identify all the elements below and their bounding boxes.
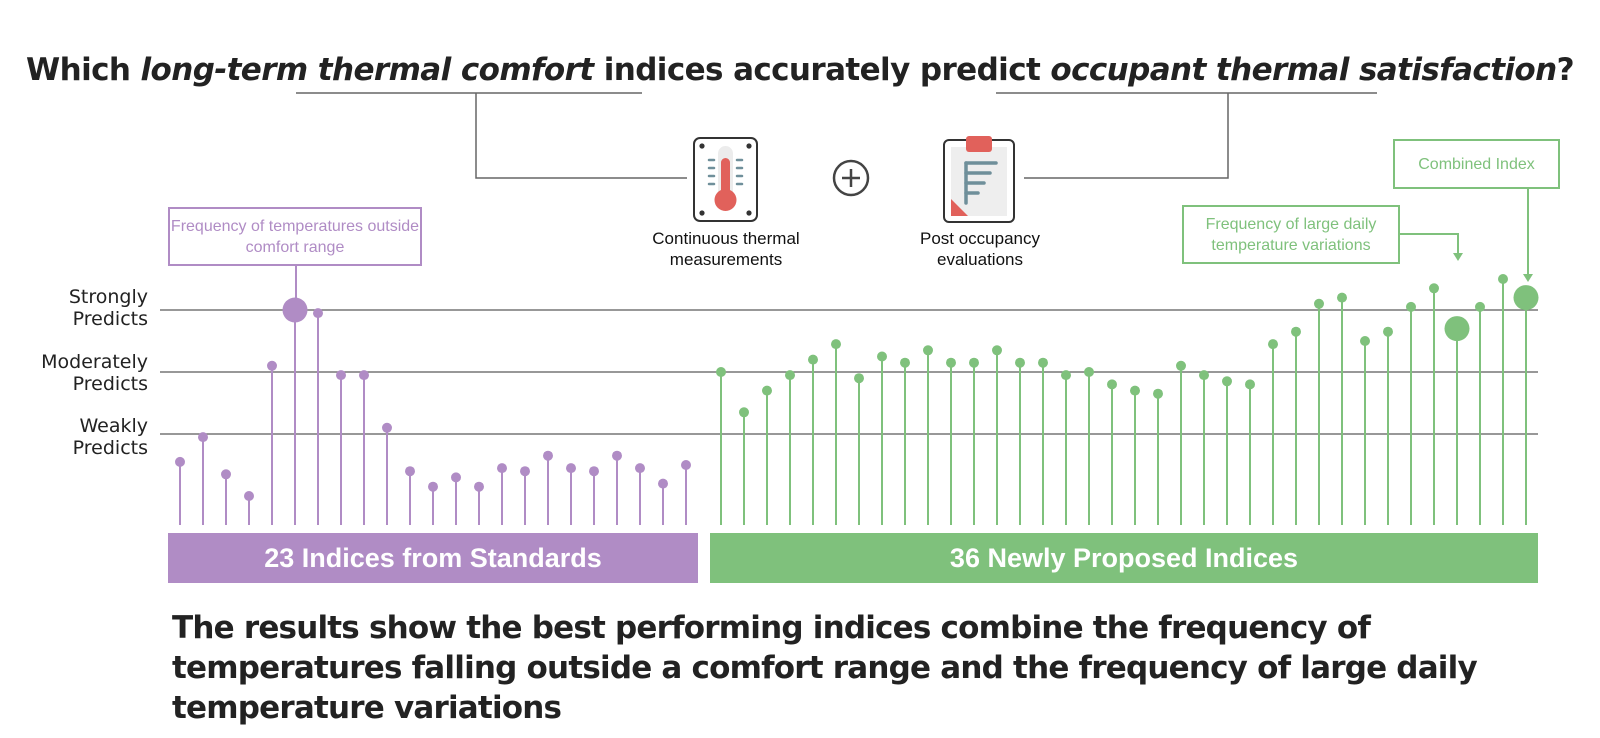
evaluations-caption: Post occupancy evaluations [919, 229, 1040, 269]
lollipop-dot-new-25 [1268, 339, 1278, 350]
thermometer-icon [693, 137, 758, 222]
lollipop-dot-new-28 [1337, 292, 1347, 303]
lollipop-dot-standard-20 [612, 450, 622, 461]
plus-circle-icon [832, 159, 870, 197]
lollipop-dot-standard-11 [405, 466, 415, 477]
measurements-caption: Continuous thermal measurements [652, 229, 800, 269]
y-label-moderately: Moderately Predicts [41, 351, 148, 395]
y-label-weakly: Weakly Predicts [72, 415, 148, 459]
lollipop-dot-new-7 [854, 373, 864, 384]
lollipop-chart [175, 274, 1539, 525]
lollipop-dot-standard-17 [543, 450, 553, 461]
lollipop-dot-new-34 [1475, 301, 1485, 312]
callout-daily-variations: Frequency of large daily temperature var… [1182, 205, 1400, 264]
y-label-strongly: Strongly Predicts [68, 286, 148, 330]
page-title: Which long-term thermal comfort indices … [0, 52, 1600, 88]
lollipop-dot-new-3 [762, 385, 772, 396]
lollipop-dot-standard-3 [221, 469, 231, 480]
callout-combined-index: Combined Index [1393, 139, 1560, 189]
lollipop-dot-new-20 [1153, 388, 1163, 399]
lollipop-dot-new-35 [1498, 274, 1508, 284]
lollipop-dot-new-10 [923, 345, 933, 356]
lollipop-dot-new-32 [1429, 283, 1439, 294]
arrow-daily-variations [1400, 233, 1459, 255]
lollipop-dot-new-33 [1444, 316, 1470, 342]
lollipop-dot-standard-13 [451, 472, 461, 483]
lollipop-dot-new-15 [1038, 357, 1048, 368]
arrowhead-combined [1523, 274, 1533, 282]
lollipop-dot-standard-9 [359, 370, 369, 381]
lollipop-dot-new-5 [808, 354, 818, 365]
lollipop-dot-standard-12 [428, 481, 438, 492]
title-emphasis-occupant-satisfaction: occupant thermal satisfaction [1050, 52, 1557, 88]
lollipop-dot-new-16 [1061, 370, 1071, 381]
conclusion-text: The results show the best performing ind… [172, 610, 1478, 726]
clipboard-icon [943, 136, 1015, 223]
lollipop-dot-standard-22 [658, 478, 668, 489]
standards-bar: 23 Indices from Standards [168, 533, 698, 583]
lollipop-dot-standard-21 [635, 463, 645, 474]
connector-to-clipboard [1024, 93, 1229, 179]
lollipop-dot-new-31 [1406, 301, 1416, 312]
lollipop-dot-new-24 [1245, 379, 1255, 390]
lollipop-dot-standard-23 [681, 460, 691, 470]
lollipop-dot-standard-19 [589, 466, 599, 477]
lollipop-dot-standard-7 [313, 308, 323, 319]
lollipop-dot-new-36 [1513, 285, 1539, 311]
lollipop-dot-new-2 [739, 407, 749, 418]
connector-to-thermometer [475, 93, 687, 179]
lollipop-dot-standard-14 [474, 481, 484, 492]
lollipop-dot-standard-2 [198, 432, 208, 443]
lollipop-dot-new-11 [946, 357, 956, 368]
lollipop-dot-standard-4 [244, 491, 254, 501]
lollipop-dot-new-4 [785, 370, 795, 381]
lollipop-dot-new-29 [1360, 336, 1370, 346]
title-part-2: indices accurately predict [593, 52, 1051, 88]
lollipop-dot-standard-6 [282, 297, 308, 323]
lollipop-dot-new-23 [1222, 376, 1232, 387]
lollipop-dot-new-14 [1015, 357, 1025, 368]
lollipop-dot-new-22 [1199, 370, 1209, 381]
lollipop-dot-standard-10 [382, 422, 392, 433]
lollipop-dot-new-6 [831, 339, 841, 350]
lollipop-dot-new-12 [969, 357, 979, 368]
lollipop-dot-standard-15 [497, 463, 507, 474]
lollipop-dot-new-26 [1291, 326, 1301, 337]
title-connectors [296, 92, 1377, 179]
lollipop-dot-new-27 [1314, 298, 1324, 309]
title-part-3: ? [1556, 52, 1575, 88]
lollipop-dot-standard-1 [175, 456, 185, 467]
lollipop-dot-new-18 [1107, 379, 1117, 390]
title-part-1: Which [26, 52, 141, 88]
threshold-lines [160, 309, 1538, 435]
lollipop-dot-new-17 [1084, 367, 1094, 377]
arrowhead-daily-variations [1453, 253, 1463, 261]
callout-outside-range: Frequency of temperatures outside comfor… [168, 207, 422, 266]
lollipop-dot-new-30 [1383, 326, 1393, 337]
lollipop-dot-standard-8 [336, 370, 346, 381]
new-indices-bar: 36 Newly Proposed Indices [710, 533, 1538, 583]
lollipop-dot-new-13 [992, 345, 1002, 356]
lollipop-dot-new-9 [900, 357, 910, 368]
lollipop-dot-new-21 [1176, 360, 1186, 371]
lollipop-dot-standard-5 [267, 360, 277, 371]
lollipop-dot-new-8 [877, 351, 887, 362]
lollipop-dot-standard-16 [520, 466, 530, 477]
lollipop-dot-new-19 [1130, 385, 1140, 396]
title-emphasis-long-term-comfort: long-term thermal comfort [140, 52, 595, 88]
lollipop-dot-new-1 [716, 367, 726, 377]
lollipop-dot-standard-18 [566, 463, 576, 474]
